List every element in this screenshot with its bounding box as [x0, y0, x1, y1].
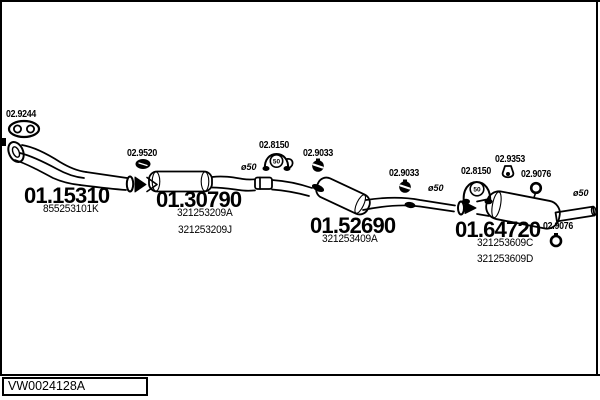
fitting-label: 02.9033: [389, 168, 419, 179]
fitting-label: 02.9076: [543, 221, 573, 232]
mount-square: [0, 138, 6, 146]
frame-top-border: [0, 0, 600, 2]
mid-muffler-drawing: [271, 176, 456, 216]
part-oem-label: 321253609D: [477, 253, 534, 265]
fitting-label: 02.8150: [461, 166, 491, 177]
frame-right-border: [596, 0, 598, 376]
gasket-size-text: 50: [273, 159, 281, 166]
center-muffler-drawing: [125, 158, 294, 193]
part-number-label: 01.15310: [24, 183, 110, 208]
ring-clamp-icon: [529, 181, 543, 199]
frame-bottom-border: [0, 374, 600, 376]
gasket-ring-icon: 50: [262, 153, 291, 171]
hanger-hook: [286, 158, 294, 169]
fitting-label: 02.9076: [521, 169, 551, 180]
part-number-label: 01.64720: [455, 217, 541, 242]
part-oem-label: 321253409A: [322, 233, 378, 245]
part-oem-label: 321253209A: [177, 207, 233, 219]
diagram-code-box: VW0024128A: [2, 377, 148, 396]
part-oem-label: 855253101K: [43, 203, 99, 215]
fitting-label: 02.9033: [303, 148, 333, 159]
ring-clamp-icon: [549, 233, 563, 248]
diameter-label: ø50: [428, 183, 444, 193]
part-number-label: 01.52690: [310, 213, 396, 238]
gasket-size-text: 50: [473, 187, 481, 194]
pipe-clamp-icon: [399, 179, 411, 193]
gasket-ring-icon: 50: [462, 181, 493, 205]
downpipe-drawing: [7, 140, 128, 191]
diameter-label: ø50: [241, 162, 257, 172]
diameter-label: ø50: [573, 188, 589, 198]
rubber-hanger-icon: [501, 165, 515, 179]
fitting-label: 02.8150: [259, 140, 289, 151]
diagram-code: VW0024128A: [8, 379, 86, 393]
frame-left-border: [0, 0, 2, 376]
fitting-label: 02.9244: [6, 109, 36, 120]
flange-gasket-icon: [7, 119, 41, 139]
part-oem-label: 321253209J: [178, 224, 232, 236]
part-number-label: 01.30790: [156, 187, 242, 212]
part-oem-label: 321253609C: [477, 237, 534, 249]
pipe-clamp-icon: [312, 158, 324, 172]
fitting-label: 02.9353: [495, 154, 525, 165]
fitting-label: 02.9520: [127, 148, 157, 159]
band-clamp-icon: [135, 159, 151, 169]
